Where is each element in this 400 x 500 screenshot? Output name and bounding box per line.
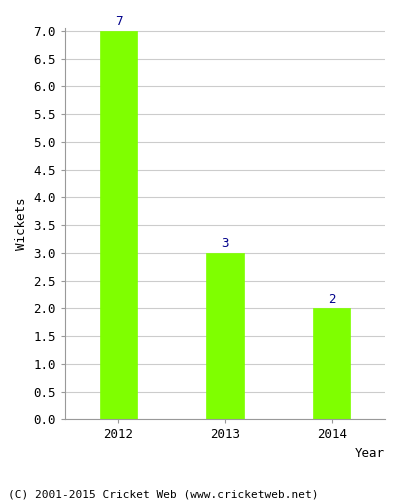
Bar [313, 308, 350, 420]
Text: (C) 2001-2015 Cricket Web (www.cricketweb.net): (C) 2001-2015 Cricket Web (www.cricketwe… [8, 490, 318, 500]
Text: 7: 7 [115, 15, 122, 28]
X-axis label: Year: Year [355, 447, 385, 460]
Bar [206, 253, 244, 420]
Text: 2: 2 [328, 292, 336, 306]
Text: 3: 3 [221, 237, 229, 250]
Bar [100, 31, 137, 419]
Y-axis label: Wickets: Wickets [15, 198, 28, 250]
